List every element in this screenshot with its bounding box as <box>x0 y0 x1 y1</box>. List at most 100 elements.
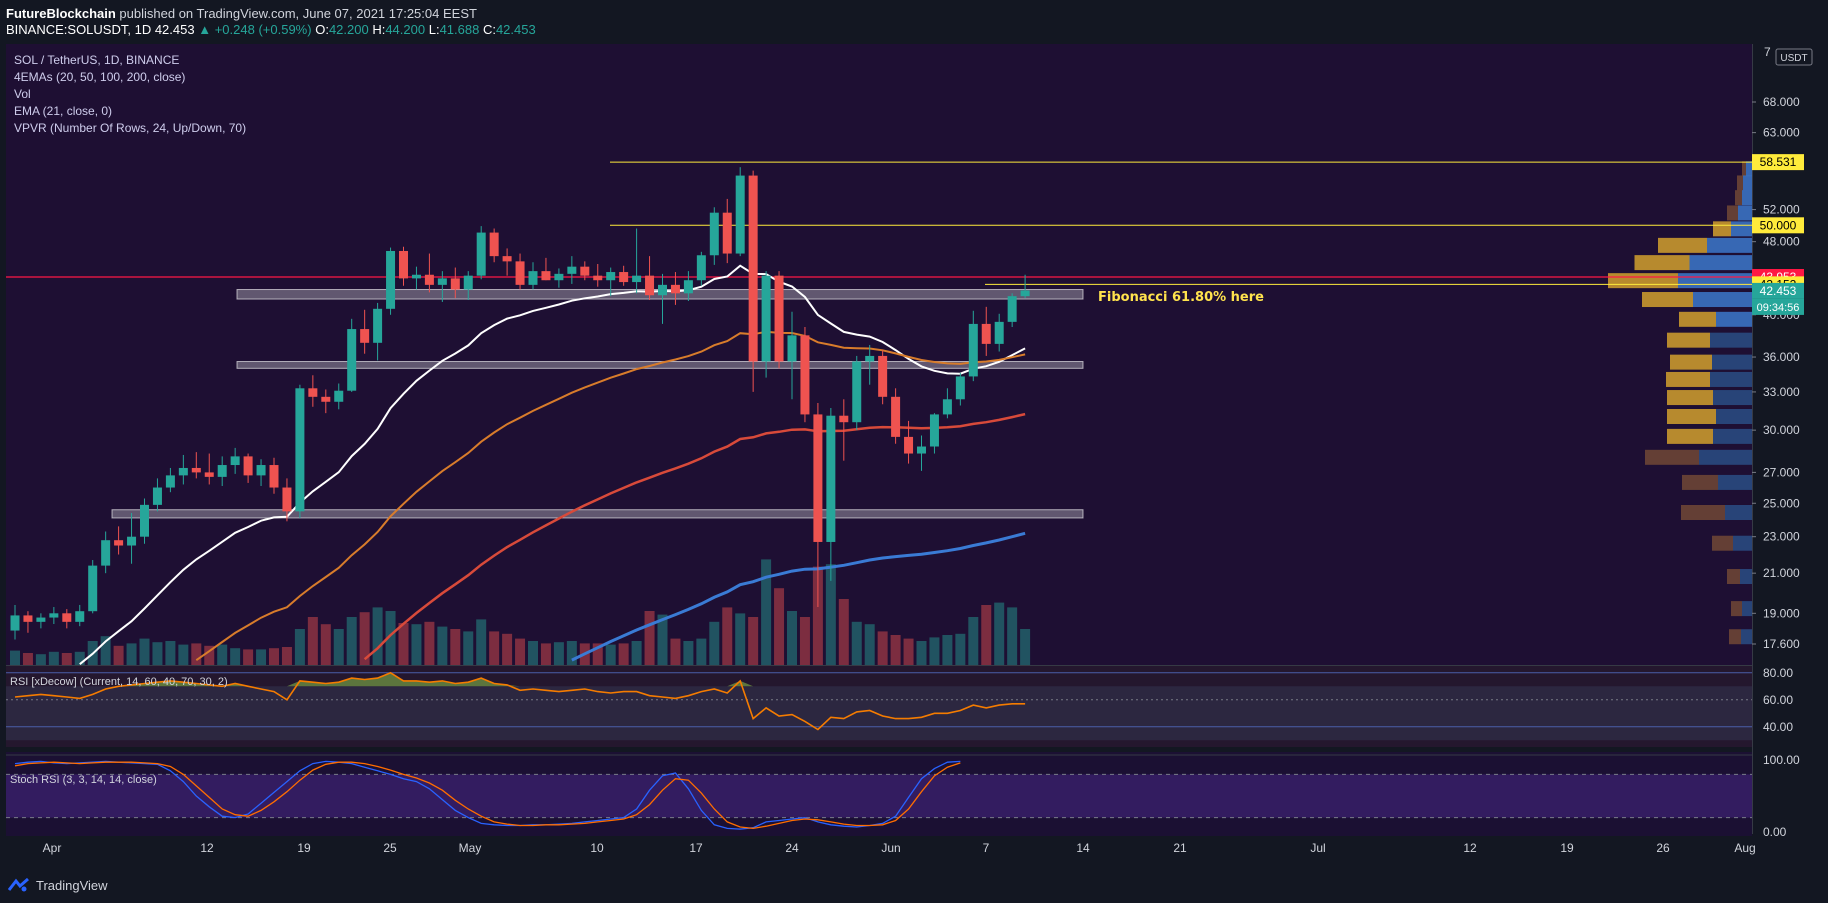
candle-body <box>735 175 745 254</box>
vpvr-row-up <box>1681 504 1725 520</box>
symbol-label: BINANCE:SOLUSDT, 1D <box>6 22 152 37</box>
candle-body <box>904 436 914 454</box>
price-tick-label: 21.000 <box>1763 566 1800 580</box>
vpvr-row-down <box>1738 205 1752 221</box>
candle-body <box>774 275 784 362</box>
candle-body <box>282 487 292 512</box>
vpvr-row-up <box>1667 332 1710 348</box>
vpvr-row-up <box>1729 629 1741 645</box>
volume-bar <box>696 638 707 665</box>
volume-bar <box>463 631 474 665</box>
volume-bar <box>191 643 202 665</box>
stoch-band <box>6 774 1752 818</box>
vpvr-row-down <box>1716 311 1752 327</box>
rsi-band <box>6 686 1752 741</box>
candle-body <box>502 256 512 262</box>
volume-bar <box>799 617 810 665</box>
candle-body <box>891 396 901 437</box>
volume-bar <box>566 641 577 665</box>
volume-bar <box>165 641 176 665</box>
support-resistance-zone[interactable] <box>111 509 1084 519</box>
time-tick-label: 21 <box>1173 841 1187 855</box>
currency-badge[interactable]: USDT <box>1775 48 1813 66</box>
candle-body <box>709 212 719 256</box>
support-resistance-zone[interactable] <box>236 361 1084 369</box>
candle-body <box>165 475 175 488</box>
time-tick-label: 19 <box>1560 841 1574 855</box>
candle-body <box>49 613 59 618</box>
candle-body <box>917 446 926 454</box>
volume-bar <box>825 564 836 665</box>
high-label: H: <box>372 22 386 37</box>
candles <box>10 167 1030 640</box>
stoch-legend[interactable]: Stoch RSI (3, 3, 14, 14, close) <box>10 774 157 786</box>
stoch-tick-label: 0.00 <box>1763 825 1787 839</box>
volume-bar <box>256 649 267 665</box>
vpvr-row-up <box>1645 449 1699 465</box>
candle-body <box>269 465 279 488</box>
vpvr-row-up <box>1712 535 1733 551</box>
volume-bar <box>61 653 72 665</box>
author-name[interactable]: FutureBlockchain <box>6 6 116 21</box>
fibonacci-annotation[interactable]: Fibonacci 61.80% here <box>1098 290 1264 305</box>
volume-bar <box>774 588 785 665</box>
vpvr-row-up <box>1737 175 1743 191</box>
candle-body <box>347 329 357 391</box>
candle-body <box>515 261 525 285</box>
volume-bar <box>903 638 914 665</box>
candle-body <box>580 266 590 276</box>
legend-emas[interactable]: 4EMAs (20, 50, 100, 200, close) <box>14 70 186 84</box>
volume-bar <box>294 629 305 665</box>
legend-vpvr[interactable]: VPVR (Number Of Rows, 24, Up/Down, 70) <box>14 121 247 135</box>
candle-body <box>683 280 693 294</box>
legend-vol[interactable]: Vol <box>14 87 31 101</box>
price-label-text: 58.531 <box>1760 155 1797 169</box>
low-label: L: <box>428 22 440 37</box>
volume-bar <box>1020 629 1031 665</box>
candle-body <box>645 275 655 296</box>
rsi-tick-label: 60.00 <box>1763 693 1793 707</box>
time-tick-label: Jun <box>881 841 900 855</box>
time-tick-label: 19 <box>297 841 311 855</box>
price-chart[interactable]: 68.00063.00058.00052.00048.00044.00040.0… <box>0 44 1828 869</box>
ema200-line <box>571 531 1026 662</box>
candle-body <box>722 212 732 254</box>
candle-body <box>463 275 473 290</box>
countdown-bg <box>1752 298 1804 315</box>
time-tick-label: Apr <box>43 841 62 855</box>
rsi-legend[interactable]: RSI [xDecow] (Current, 14, 60, 40, 70, 3… <box>10 676 228 688</box>
price-tick-label: 30.000 <box>1763 423 1800 437</box>
candle-body <box>1020 290 1030 297</box>
candle-body <box>955 376 965 400</box>
volume-bar <box>864 624 875 665</box>
candle-body <box>295 388 305 512</box>
volume-bar <box>269 648 279 665</box>
vpvr-row-down <box>1733 535 1752 551</box>
price-label-badge: 58.531 <box>1752 154 1804 171</box>
volume-bar <box>476 619 487 665</box>
volume-bar <box>916 641 927 665</box>
price-tick-label: 48.000 <box>1763 235 1800 249</box>
candle-body <box>308 388 318 397</box>
tradingview-logo[interactable]: TradingView <box>8 877 108 893</box>
price-tick-label: 27.000 <box>1763 465 1800 479</box>
candle-body <box>75 611 85 622</box>
volume-bar <box>411 624 422 665</box>
volume-bar <box>359 612 370 665</box>
candle-body <box>424 274 434 285</box>
candle-body <box>632 275 642 283</box>
volume-bar <box>346 617 357 665</box>
vpvr-row-up <box>1682 474 1718 490</box>
volume-bar <box>22 653 33 665</box>
volume-bar <box>437 626 448 665</box>
volume-bar <box>761 559 772 665</box>
time-tick-label: May <box>459 841 482 855</box>
volume-bar <box>450 629 461 665</box>
time-tick-label: 17 <box>689 841 703 855</box>
currency-badge-label: USDT <box>1780 53 1807 64</box>
candle-body <box>140 504 149 537</box>
legend-ema21[interactable]: EMA (21, close, 0) <box>14 104 113 118</box>
candle-body <box>321 396 331 402</box>
candle-body <box>360 329 370 343</box>
vpvr-row-down <box>1746 161 1752 177</box>
